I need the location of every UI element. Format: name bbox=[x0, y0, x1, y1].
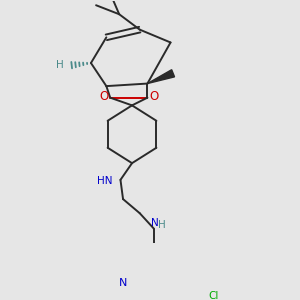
Polygon shape bbox=[147, 70, 175, 84]
Text: O: O bbox=[149, 90, 158, 103]
Text: N: N bbox=[119, 278, 127, 288]
Text: HN: HN bbox=[97, 176, 113, 186]
Text: N: N bbox=[151, 218, 159, 228]
Text: Cl: Cl bbox=[208, 291, 219, 300]
Text: H: H bbox=[56, 60, 64, 70]
Text: O: O bbox=[99, 90, 108, 103]
Text: H: H bbox=[158, 220, 166, 230]
